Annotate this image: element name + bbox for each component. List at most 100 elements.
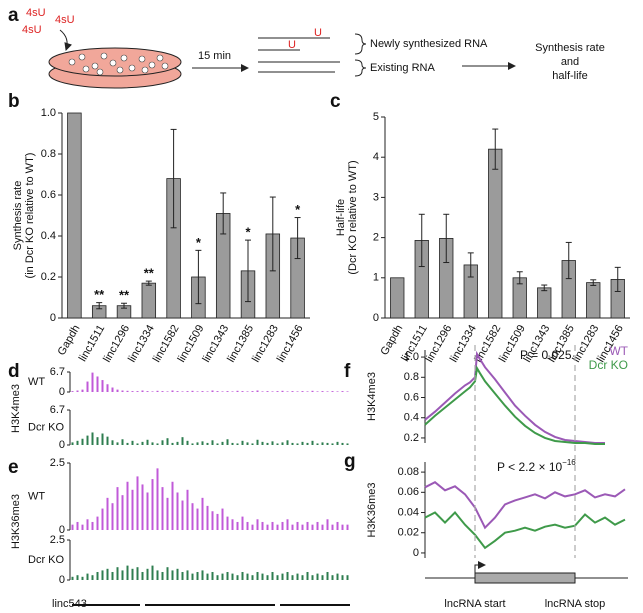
- signal-bar: [131, 391, 134, 392]
- signal-bar: [146, 568, 149, 580]
- signal-bar: [321, 391, 324, 392]
- annotation-text: P < 2.2 × 10: [497, 460, 562, 474]
- signal-bar: [196, 508, 199, 530]
- signal-bar: [106, 384, 109, 392]
- y-tick-label: 2.5: [50, 534, 65, 546]
- signal-bar: [301, 575, 304, 580]
- error-bar: [614, 266, 621, 292]
- signal-bar: [86, 573, 89, 580]
- signal-bar: [221, 508, 224, 530]
- signal-bar: [311, 390, 314, 392]
- panel-label: b: [8, 91, 20, 112]
- y-tick-label: 1.0: [41, 107, 56, 119]
- y-axis-label: H3K4me3: [366, 372, 378, 421]
- signal-bar: [311, 524, 314, 530]
- panel-label: g: [344, 451, 356, 472]
- panel-label: f: [344, 361, 351, 382]
- signal-bar: [121, 390, 124, 392]
- signal-bar: [286, 391, 289, 392]
- signal-bar: [196, 572, 199, 580]
- annotation: P = 0.025: [520, 348, 572, 362]
- signal-bar: [226, 439, 229, 445]
- signal-bar: [186, 440, 189, 445]
- signal-bar: [146, 492, 149, 530]
- y-tick-label: 0: [373, 312, 379, 324]
- y-axis-label: (Dcr KO relative to WT): [347, 160, 359, 274]
- signal-bar: [141, 390, 144, 392]
- y-tick-label: 0.2: [41, 271, 56, 283]
- signal-bar: [281, 442, 284, 445]
- signal-bar: [171, 570, 174, 580]
- signal-bar: [306, 442, 309, 445]
- y-tick-label: 0.08: [398, 466, 419, 478]
- existing-label: Existing RNA: [370, 62, 435, 74]
- signal-bar: [96, 437, 99, 445]
- signal-bar: [71, 391, 74, 392]
- y-tick-label: 5: [373, 111, 379, 123]
- x-tick-label: lncRNA start: [444, 598, 505, 610]
- signal-bar: [261, 441, 264, 445]
- signal-bar: [136, 476, 139, 530]
- signal-bar: [286, 572, 289, 580]
- signal-bar: [341, 391, 344, 392]
- signal-bar: [216, 443, 219, 445]
- signal-bar: [266, 575, 269, 580]
- bar: [586, 282, 601, 319]
- gene-model: linc543: [52, 598, 350, 610]
- error-bar: [541, 284, 548, 292]
- signal-bar: [206, 442, 209, 445]
- y-tick-label: 0.6: [404, 391, 419, 403]
- signal-bar: [251, 575, 254, 580]
- label-4su: 4sU: [26, 7, 46, 19]
- y-tick-label: 2: [373, 232, 379, 244]
- signal-bar: [196, 391, 199, 392]
- signal-bar: [221, 391, 224, 392]
- line-series: [424, 365, 605, 445]
- y-tick-label: 1: [373, 272, 379, 284]
- y-tick-label: 6.7: [50, 366, 65, 378]
- signal-bar: [181, 391, 184, 392]
- signal-bar: [266, 524, 269, 530]
- signal-bar: [81, 576, 84, 580]
- signal-bar: [71, 524, 74, 530]
- signal-bar: [281, 390, 284, 392]
- signal-bar: [321, 442, 324, 445]
- y-axis-label: (in Dcr KO relative to WT): [24, 153, 36, 279]
- signal-bar: [236, 521, 239, 530]
- y-axis-label: H3K36me3: [10, 494, 22, 549]
- signal-bar: [186, 391, 189, 392]
- signal-bar: [311, 575, 314, 580]
- signal-bar: [271, 572, 274, 580]
- y-tick-label: 0.8: [41, 148, 56, 160]
- signal-bar: [176, 492, 179, 530]
- signal-bar: [211, 511, 214, 530]
- signal-bar: [206, 505, 209, 530]
- signal-bar: [166, 391, 169, 392]
- y-tick-label: 0: [413, 547, 419, 559]
- signal-bar: [206, 391, 209, 392]
- significance: *: [245, 225, 251, 240]
- signal-bar: [161, 440, 164, 445]
- signal-bar: [256, 572, 259, 580]
- significance: **: [144, 266, 155, 281]
- signal-bar: [201, 441, 204, 445]
- error-bar: [145, 280, 152, 286]
- signal-bar: [291, 575, 294, 580]
- signal-bar: [91, 521, 94, 530]
- y-tick-label: 0: [59, 439, 65, 451]
- signal-bar: [251, 443, 254, 445]
- signal-bar: [286, 440, 289, 445]
- annotation: P < 2.2 × 10−16: [497, 458, 576, 474]
- signal-bar: [331, 443, 334, 445]
- error-bar: [443, 213, 450, 264]
- tss-arrow: [474, 561, 486, 573]
- gene-label: linc543: [52, 598, 87, 610]
- annotation-exponent: −16: [562, 458, 576, 467]
- significance: **: [119, 288, 130, 303]
- track-label: WT: [28, 376, 45, 388]
- signal-bar: [121, 439, 124, 445]
- signal-bar: [296, 573, 299, 580]
- y-tick-label: 0: [50, 312, 56, 324]
- panel-label: d: [8, 361, 20, 382]
